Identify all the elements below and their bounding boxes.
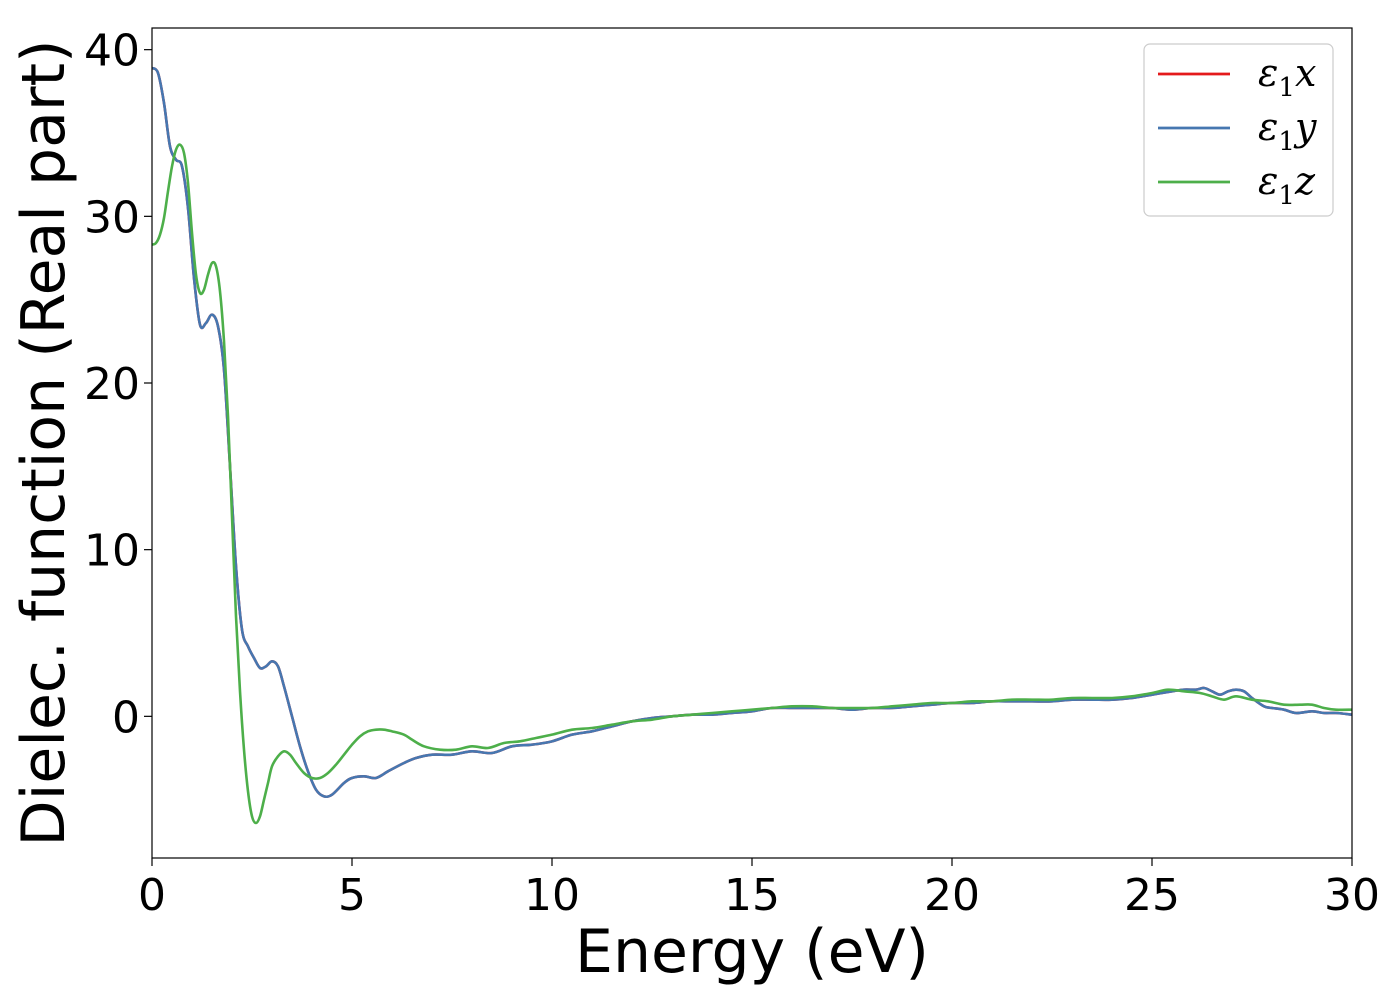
x-tick-label: 5 [338,870,366,921]
x-tick-label: 0 [138,870,166,921]
x-tick-label: 20 [924,870,980,921]
x-tick-label: 10 [524,870,580,921]
legend-label-subscript: 1 [1278,181,1295,211]
legend-label-suffix: x [1295,51,1316,95]
y-tick-label: 0 [112,692,140,743]
legend-label-y: ε1y [1258,105,1317,157]
y-tick-label: 20 [84,359,140,410]
legend-box [1143,43,1334,217]
legend-label-subscript: 1 [1278,127,1295,157]
legend-label-symbol: ε [1258,105,1278,149]
y-tick-label: 30 [84,192,140,243]
series-line-z [152,143,1352,825]
legend-label-suffix: z [1294,159,1316,203]
series-line-y [152,66,1352,799]
legend-label-subscript: 1 [1278,73,1295,103]
legend-label-symbol: ε [1258,51,1278,95]
axes: 0 5 10 15 20 25 30 0 10 20 30 40 Energy (eV) Dielec. … [9,26,1380,987]
x-axis-title: Energy (eV) [575,917,929,987]
legend-label-z: ε1z [1258,159,1316,211]
legend-label-suffix: y [1293,105,1317,149]
y-axis-title: Dielec. function (Real part) [9,40,79,847]
legend-label-x: ε1x [1258,51,1316,103]
legend-label-symbol: ε [1258,159,1278,203]
x-tick-label: 30 [1324,870,1380,921]
y-tick-label: 10 [84,526,140,577]
plot-area [152,66,1352,825]
x-tick-label: 15 [724,870,780,921]
x-tick-label: 25 [1124,870,1180,921]
y-tick-label: 40 [84,26,140,77]
